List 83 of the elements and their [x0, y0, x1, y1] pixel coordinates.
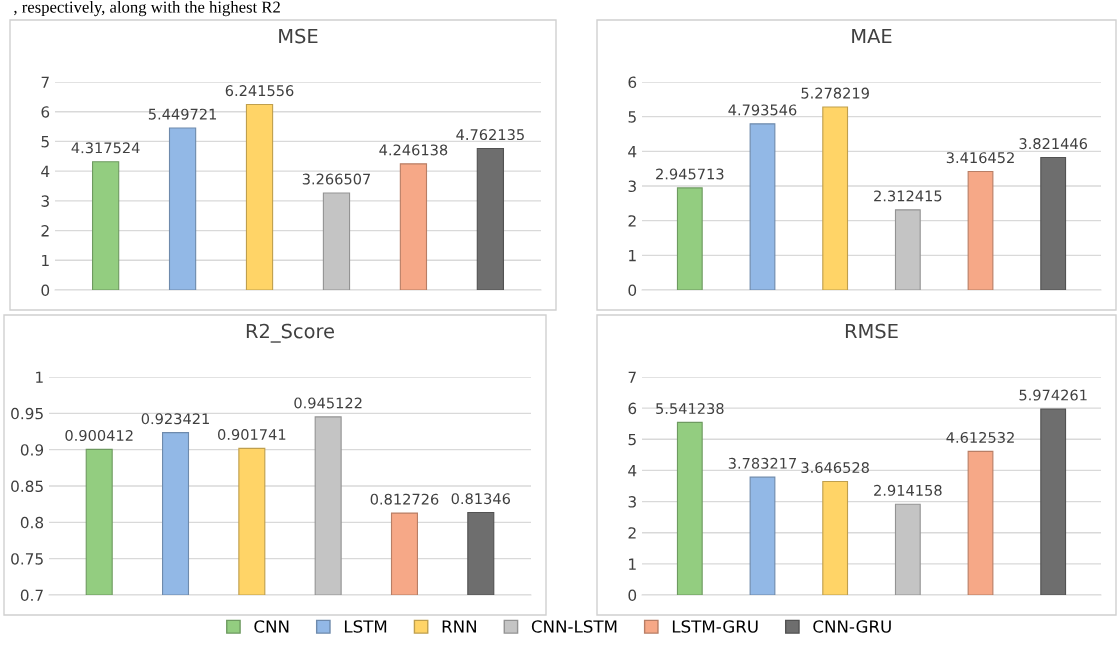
y-tick-label: 0.8 [20, 516, 44, 529]
text: , respectively, along with the highest R2 [14, 1, 280, 17]
y-tick-label: 2 [41, 225, 49, 237]
y-tick-label: 0.9 [20, 444, 44, 456]
chart-title: MSE [279, 28, 318, 44]
data-label: 3.416452 [946, 152, 1014, 164]
y-tick-label: 4 [41, 165, 50, 177]
bar [476, 147, 505, 290]
data-label: 2.312415 [874, 190, 942, 202]
bar [894, 209, 921, 290]
data-label: 0.923421 [141, 413, 209, 425]
y-tick-label: 1 [629, 558, 636, 570]
y-tick-label: 2 [628, 215, 636, 227]
y-tick-label: 4 [628, 146, 637, 158]
y-tick-label: 2 [628, 527, 636, 539]
data-label: 0.900412 [65, 429, 133, 441]
data-label: 0.901741 [218, 428, 286, 441]
y-tick-label: 3 [41, 195, 49, 207]
bar [322, 192, 351, 290]
legend-label: RNN [442, 620, 476, 633]
data-label: 2.914158 [874, 484, 942, 496]
bar [822, 106, 849, 290]
y-tick-label: 7 [41, 76, 49, 88]
legend-label: LSTM-GRU [672, 620, 758, 633]
data-label: 4.317524 [71, 142, 140, 154]
y-tick-label: 0.75 [11, 553, 43, 565]
chart-title: RMSE [845, 323, 898, 339]
y-tick-label: 1 [42, 254, 49, 267]
bar [168, 127, 197, 290]
y-tick-label: 6 [41, 106, 50, 118]
bar [967, 171, 994, 290]
bar [245, 103, 274, 290]
y-tick-label: 6 [628, 402, 637, 415]
bar [676, 187, 703, 290]
data-label: 4.246138 [379, 144, 448, 156]
data-label: 4.762135 [456, 129, 524, 141]
bar [91, 161, 120, 290]
bar [749, 476, 776, 595]
data-label: 3.783217 [728, 457, 797, 469]
data-label: 0.81346 [451, 493, 511, 505]
y-tick-label: 3 [628, 180, 636, 193]
data-label: 5.974261 [1019, 389, 1087, 401]
y-tick-label: 1 [629, 250, 636, 262]
y-tick-label: 3 [628, 496, 636, 508]
data-label: 5.278219 [801, 87, 869, 99]
y-tick-label: 0 [628, 589, 637, 602]
y-tick-label: 4 [628, 465, 637, 477]
data-label: 4.612532 [946, 431, 1014, 443]
y-tick-label: 0.7 [20, 589, 43, 602]
data-label: 4.793546 [728, 104, 797, 116]
y-tick-label: 6 [628, 76, 637, 89]
y-tick-label: 5 [628, 433, 636, 446]
data-label: 0.812726 [370, 493, 439, 505]
data-label: 3.266507 [302, 173, 371, 185]
y-tick-label: 5 [41, 136, 49, 148]
legend-label: CNN [254, 620, 289, 633]
y-tick-label: 0 [628, 284, 637, 297]
bar [894, 503, 921, 595]
bar [822, 480, 849, 595]
data-label: 5.541238 [656, 403, 724, 415]
data-label: 5.449721 [148, 108, 217, 120]
chart-title: R2_Score [246, 323, 334, 343]
legend-label: CNN-LSTM [531, 620, 617, 633]
legend-label: CNN-GRU [813, 620, 891, 633]
bar [1040, 408, 1067, 595]
bar [749, 123, 776, 290]
y-tick-label: 0.95 [11, 407, 43, 420]
y-tick-label: 0 [41, 284, 50, 297]
data-label: 0.945122 [294, 397, 362, 409]
bar [1040, 156, 1067, 290]
data-label: 6.241556 [225, 85, 294, 97]
data-label: 3.821446 [1019, 138, 1088, 150]
y-tick-label: 1 [36, 371, 43, 383]
y-tick-label: 7 [628, 371, 636, 383]
data-label: 2.945713 [656, 168, 724, 180]
chart-title: MAE [852, 28, 892, 44]
bar [676, 421, 703, 595]
legend-label: LSTM [344, 620, 387, 633]
bar [399, 163, 428, 290]
y-tick-label: 5 [628, 111, 636, 123]
bar [967, 450, 994, 595]
data-label: 3.646528 [801, 462, 869, 474]
y-tick-label: 0.85 [11, 480, 43, 493]
